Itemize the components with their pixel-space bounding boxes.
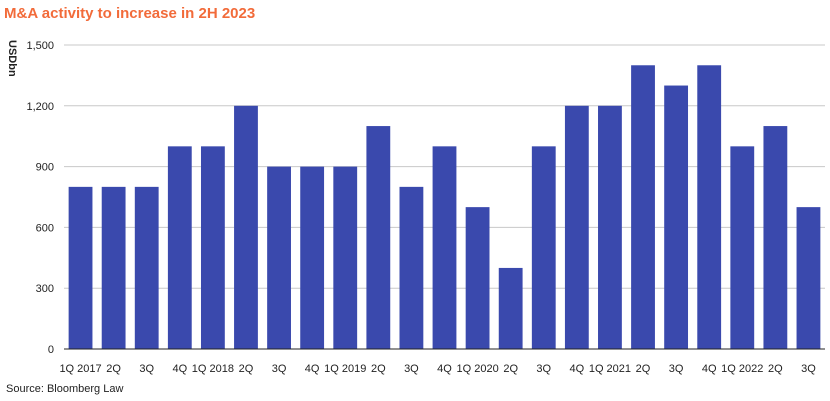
bar	[68, 186, 93, 349]
x-tick-label: 1Q 2017	[59, 363, 101, 375]
x-tick-label: 4Q	[570, 363, 585, 375]
y-axis-ticks: 0 300 600 900 1,200 1,500	[26, 40, 54, 356]
x-tick-label: 4Q	[172, 363, 187, 375]
y-tick-label: 1,500	[26, 40, 54, 52]
y-axis-label: USDbn	[6, 40, 18, 77]
x-tick-label: 1Q 2020	[456, 363, 498, 375]
x-tick-label: 4Q	[702, 363, 717, 375]
x-tick-label: 4Q	[305, 363, 320, 375]
x-tick-label: 1Q 2018	[192, 363, 234, 375]
bar	[300, 166, 325, 349]
bar	[200, 146, 225, 349]
bar	[598, 105, 622, 349]
x-tick-label: 3Q	[536, 363, 551, 375]
source-note: Source: Bloomberg Law	[6, 383, 124, 395]
bar	[564, 105, 589, 349]
x-tick-label: 4Q	[437, 363, 452, 375]
bar	[101, 186, 126, 349]
bar	[498, 267, 523, 349]
bar	[333, 166, 358, 349]
bar	[267, 166, 291, 349]
bar	[399, 186, 424, 349]
x-tick-label: 1Q 2021	[589, 363, 631, 375]
chart-title: M&A activity to increase in 2H 2023	[4, 5, 256, 22]
bar	[763, 126, 788, 349]
bar	[167, 146, 192, 349]
y-tick-label: 600	[36, 222, 54, 234]
bar	[664, 85, 689, 350]
y-tick-label: 300	[36, 283, 54, 295]
bar	[234, 105, 258, 349]
x-tick-label: 2Q	[768, 363, 783, 375]
x-tick-label: 2Q	[636, 363, 651, 375]
bar	[465, 207, 490, 349]
bars	[68, 65, 821, 350]
bar	[730, 146, 755, 349]
x-tick-label: 3Q	[801, 363, 816, 375]
bar	[134, 186, 159, 349]
x-tick-label: 2Q	[371, 363, 386, 375]
x-tick-label: 3Q	[669, 363, 684, 375]
y-tick-label: 900	[36, 162, 54, 174]
x-tick-label: 2Q	[106, 363, 121, 375]
bar	[631, 65, 655, 350]
x-tick-label: 3Q	[404, 363, 419, 375]
y-tick-label: 0	[48, 344, 54, 356]
x-tick-label: 1Q 2022	[721, 363, 763, 375]
bar	[366, 126, 391, 349]
x-tick-label: 2Q	[239, 363, 254, 375]
bar	[531, 146, 556, 349]
x-tick-label: 3Q	[139, 363, 154, 375]
x-tick-label: 2Q	[503, 363, 518, 375]
x-tick-label: 3Q	[272, 363, 287, 375]
bar	[432, 146, 457, 349]
bar	[697, 65, 722, 350]
x-axis-ticks: 1Q 2017 2Q 3Q 4Q 1Q 2018 2Q 3Q 4Q 1Q 2019 2Q 3Q 4Q 1…	[59, 363, 816, 375]
y-tick-label: 1,200	[26, 101, 54, 113]
x-tick-label: 1Q 2019	[324, 363, 366, 375]
bar	[796, 207, 821, 349]
